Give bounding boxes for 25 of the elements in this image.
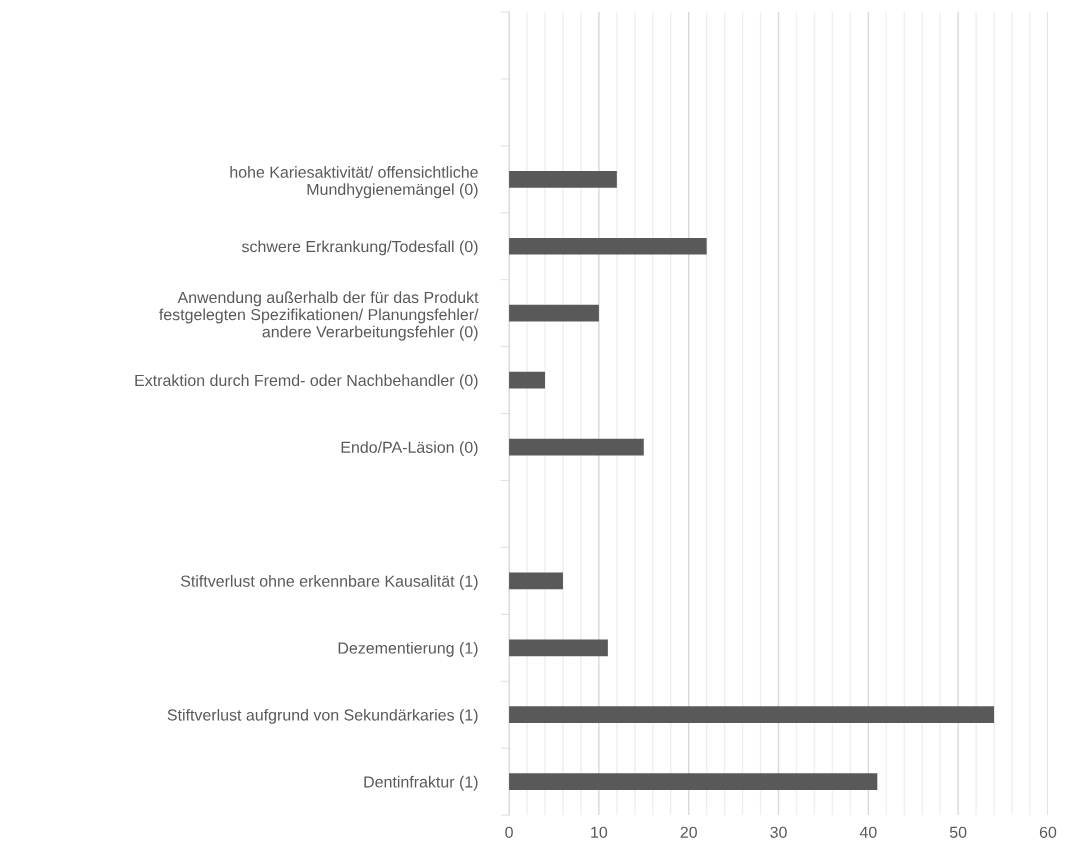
bar xyxy=(509,237,707,255)
x-tick-label: 40 xyxy=(859,826,877,838)
y-tick-label: hohe Kariesaktivität/ offensichtliche Mundhygienemängel (0) xyxy=(230,166,478,199)
x-tick-label: 60 xyxy=(1039,826,1057,838)
y-tick-label: Dezementierung (1) xyxy=(338,642,478,657)
x-tick-label: 10 xyxy=(591,826,608,838)
y-tick-label: Stiftverlust ohne erkennbare Kausalität (1) xyxy=(180,575,478,590)
bar xyxy=(509,438,644,456)
x-tick-label: 50 xyxy=(949,826,967,838)
y-tick-label: schwere Erkrankung/Todesfall (0) xyxy=(241,240,478,256)
bar xyxy=(509,639,608,657)
bar xyxy=(509,371,545,389)
bar xyxy=(509,773,878,790)
y-tick-label: Extraktion durch Fremd- oder Nachbehandler (0) xyxy=(135,374,478,390)
bar xyxy=(509,170,617,188)
x-tick-label: 0 xyxy=(505,826,513,838)
x-tick-label: 30 xyxy=(770,826,787,838)
bar xyxy=(509,304,599,322)
y-tick-label: Dentinfraktur (1) xyxy=(364,775,478,791)
y-tick-label: Stiftverlust aufgrund von Sekundärkaries (1) xyxy=(167,708,478,724)
x-tick-label: 20 xyxy=(680,826,697,838)
bar xyxy=(509,706,995,724)
bar xyxy=(509,572,563,590)
y-tick-label: Anwendung außerhalb der für das Produkt festgelegten Spezifikationen/ Planungsfehler/ andere Verarbeitungsfehler (0) xyxy=(159,291,479,341)
y-tick-label: Endo/PA-Läsion (0) xyxy=(341,441,478,457)
